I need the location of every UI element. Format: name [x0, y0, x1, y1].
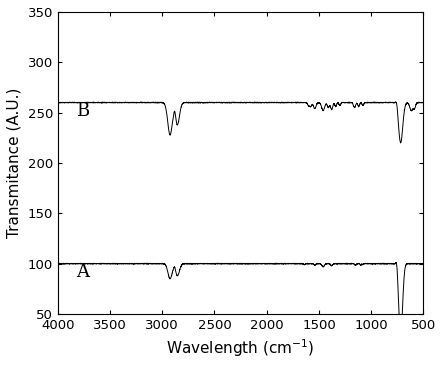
- Text: A: A: [77, 263, 89, 281]
- Text: B: B: [77, 102, 90, 120]
- Y-axis label: Transmitance (A.U.): Transmitance (A.U.): [7, 88, 22, 238]
- X-axis label: Wavelength (cm$^{-1}$): Wavelength (cm$^{-1}$): [167, 337, 315, 359]
